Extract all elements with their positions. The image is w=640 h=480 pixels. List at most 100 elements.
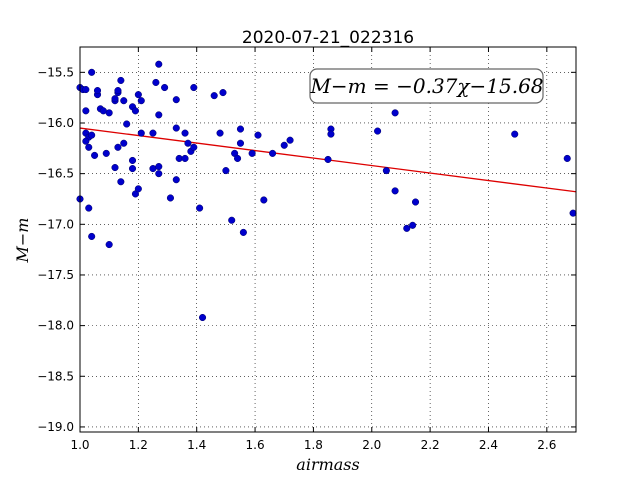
- data-point: [120, 97, 128, 105]
- data-point: [91, 151, 99, 159]
- data-point: [190, 143, 198, 151]
- data-point: [563, 154, 571, 162]
- x-tick-label: 1.6: [246, 438, 265, 452]
- y-axis-label: M−m: [13, 218, 32, 264]
- data-point: [409, 221, 417, 229]
- y-tick-label: −16.5: [37, 167, 74, 181]
- data-point: [102, 149, 110, 157]
- data-point: [324, 155, 332, 164]
- data-points: [76, 60, 577, 322]
- x-tick-label: 1.0: [70, 438, 89, 452]
- data-point: [196, 204, 204, 212]
- data-point: [280, 141, 288, 149]
- y-tick-label: −18.5: [37, 369, 74, 383]
- data-point: [120, 139, 128, 147]
- data-point: [137, 129, 145, 137]
- data-point: [403, 224, 411, 232]
- data-point: [82, 86, 90, 94]
- data-point: [88, 131, 96, 139]
- data-point: [391, 187, 399, 195]
- data-point: [511, 130, 519, 138]
- chart-title: 2020-07-21_022316: [242, 28, 414, 48]
- data-point: [239, 228, 247, 236]
- data-point: [569, 209, 577, 217]
- data-point: [248, 149, 256, 157]
- data-point: [411, 198, 420, 206]
- data-point: [85, 143, 93, 151]
- data-point: [172, 96, 180, 104]
- data-point: [155, 163, 163, 171]
- y-tick-label: −19.0: [37, 420, 74, 434]
- data-point: [88, 68, 96, 76]
- data-point: [152, 78, 160, 87]
- data-point: [134, 185, 142, 193]
- x-tick-label: 2.4: [479, 438, 498, 452]
- plot-frame: [79, 46, 577, 433]
- data-point: [155, 170, 163, 178]
- data-point: [155, 60, 163, 68]
- data-point: [234, 154, 242, 162]
- data-point: [161, 83, 169, 92]
- x-tick-label: 2.0: [362, 438, 381, 452]
- y-tick-label: −18.0: [37, 319, 74, 333]
- x-axis-label: airmass: [296, 455, 359, 474]
- x-tick-label: 1.2: [129, 438, 148, 452]
- grid-lines: [79, 47, 576, 432]
- data-point: [216, 129, 224, 137]
- data-point: [222, 167, 230, 175]
- data-point: [128, 156, 137, 165]
- fit-equation-frame: [309, 68, 544, 104]
- data-point: [111, 95, 119, 103]
- data-point: [184, 139, 192, 147]
- data-point: [391, 109, 399, 117]
- x-tick-labels: 1.0 1.2 1.4 1.6 1.8 2.0 2.2 2.4 2.6: [70, 438, 556, 452]
- axis-ticks: [79, 47, 576, 432]
- data-point: [286, 136, 294, 144]
- data-point: [105, 241, 113, 249]
- y-tick-label: −15.5: [37, 65, 74, 79]
- data-point: [85, 204, 93, 212]
- data-point: [117, 178, 125, 186]
- data-point: [374, 127, 382, 135]
- data-point: [181, 129, 189, 137]
- data-point: [228, 216, 236, 224]
- data-point: [105, 109, 113, 117]
- data-point: [172, 176, 180, 184]
- data-point: [131, 107, 139, 115]
- data-point: [382, 167, 390, 175]
- data-point: [114, 143, 122, 151]
- data-point: [198, 313, 207, 322]
- y-tick-label: −16.0: [37, 116, 74, 130]
- data-point: [149, 129, 157, 137]
- data-point: [166, 194, 174, 202]
- data-point: [114, 87, 122, 95]
- data-point: [210, 92, 218, 100]
- data-point: [190, 83, 198, 92]
- data-point: [260, 196, 268, 204]
- data-point: [93, 87, 102, 95]
- y-tick-label: −17.0: [37, 217, 74, 231]
- data-point: [111, 164, 119, 172]
- y-tick-label: −17.5: [37, 268, 74, 282]
- fit-equation: M−m = −0.37χ−15.68: [309, 74, 543, 98]
- data-point: [219, 89, 227, 97]
- data-point: [181, 154, 189, 162]
- data-point: [254, 131, 262, 139]
- data-point: [137, 97, 145, 105]
- fit-equation-box: M−m = −0.37χ−15.68: [309, 68, 544, 104]
- data-point: [236, 125, 245, 133]
- x-tick-label: 2.2: [421, 438, 440, 452]
- data-point: [123, 120, 131, 128]
- data-point: [327, 130, 335, 138]
- data-point: [128, 165, 137, 173]
- x-tick-label: 1.8: [304, 438, 323, 452]
- x-tick-label: 1.4: [187, 438, 206, 452]
- data-point: [236, 139, 245, 147]
- data-point: [269, 149, 277, 157]
- data-point: [172, 124, 180, 132]
- data-point: [155, 111, 163, 119]
- y-tick-labels: −15.5 −16.0 −16.5 −17.0 −17.5 −18.0 −18.5 −19.0: [37, 65, 74, 434]
- data-point: [82, 107, 90, 115]
- data-point: [82, 137, 90, 145]
